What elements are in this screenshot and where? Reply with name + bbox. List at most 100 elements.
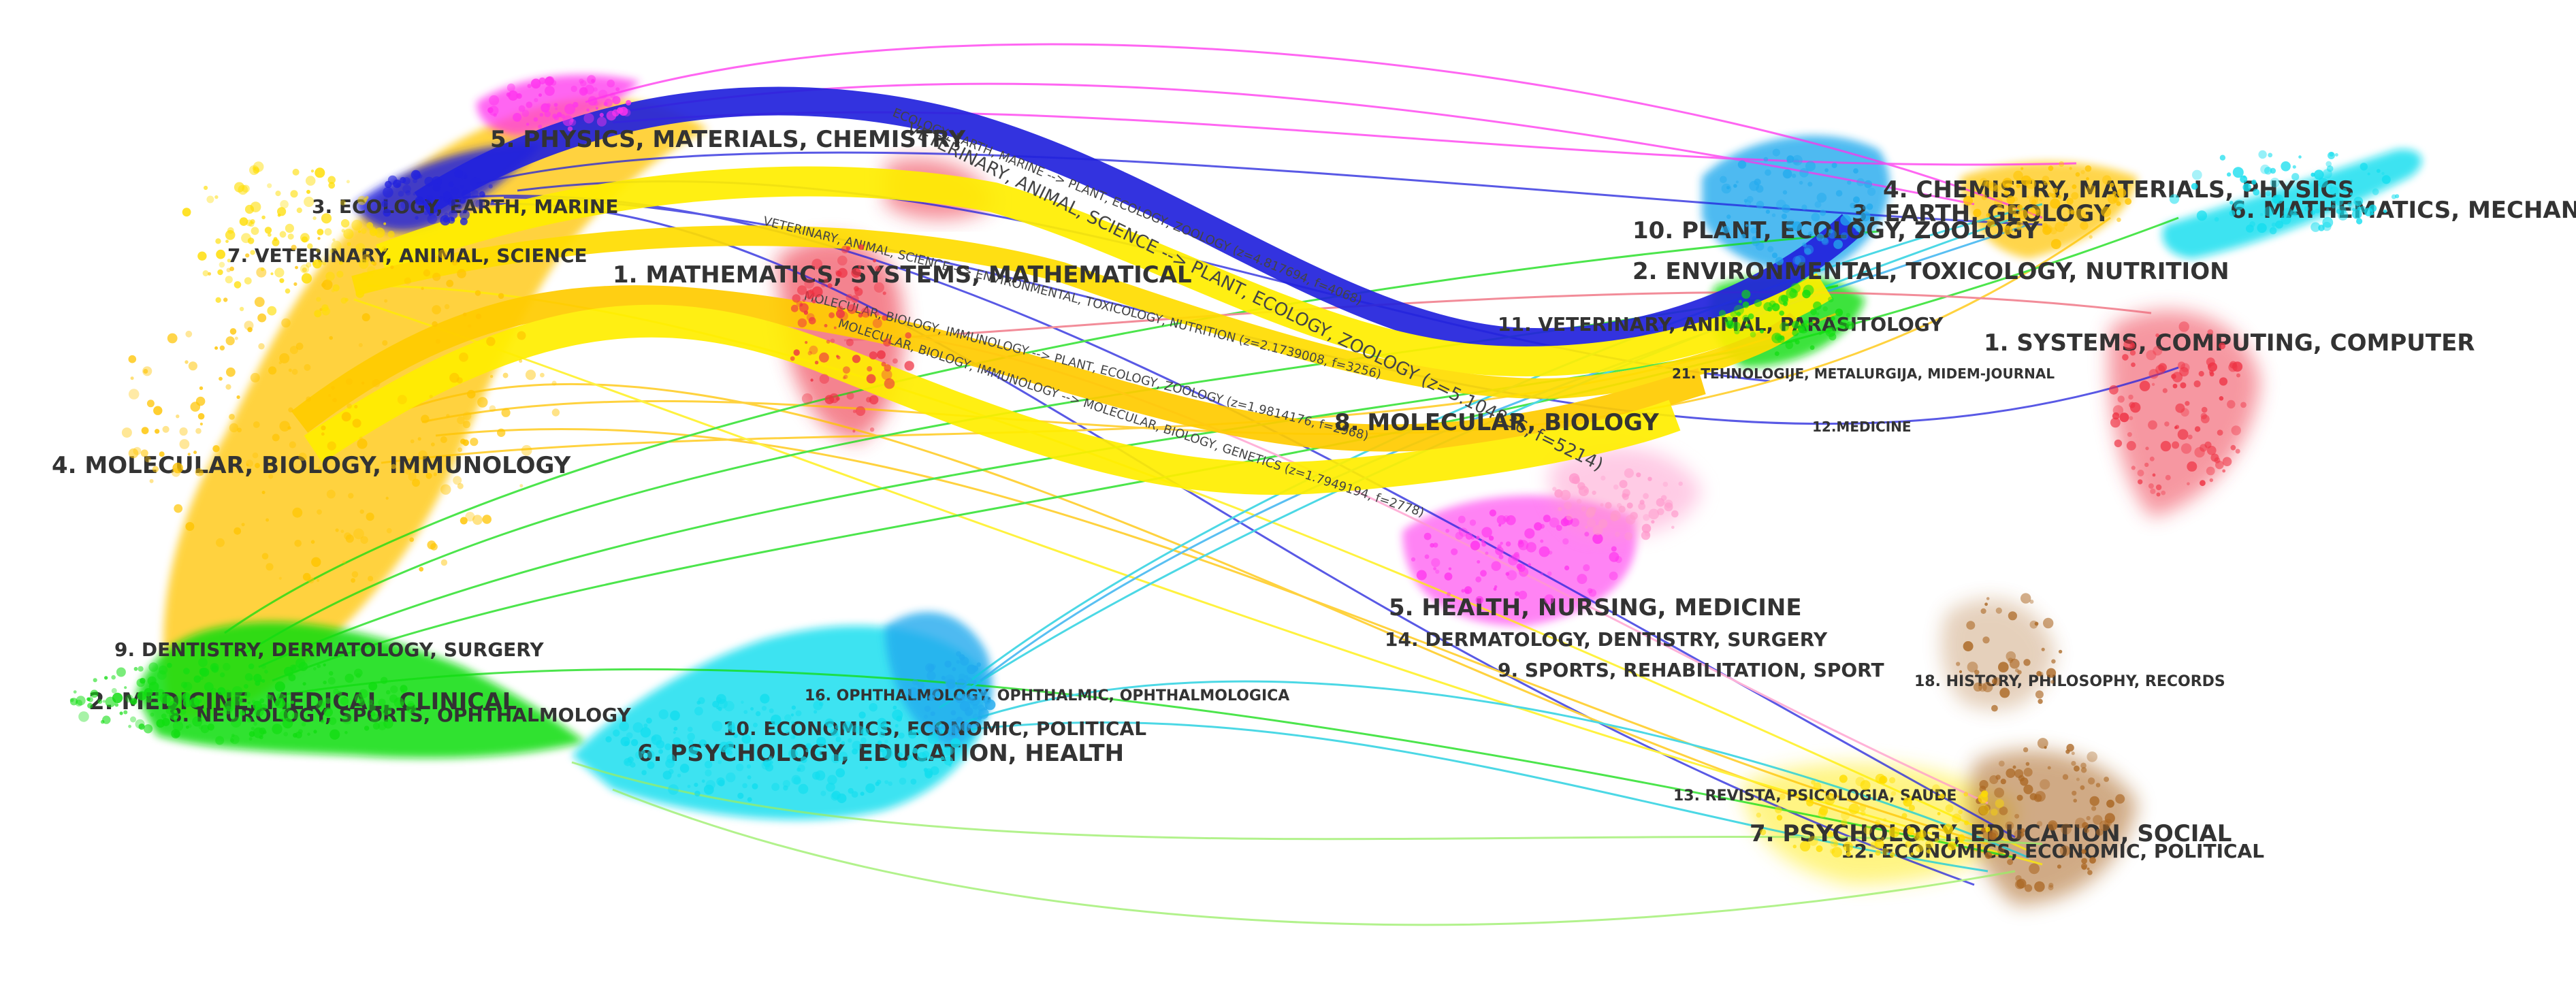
journal-point [397, 395, 407, 405]
journal-point [1496, 515, 1507, 525]
journal-point [2265, 191, 2271, 197]
journal-point [790, 304, 799, 312]
journal-point [253, 674, 262, 683]
journal-point [345, 534, 354, 543]
journal-point [1998, 662, 2009, 672]
journal-point [219, 376, 223, 381]
journal-point [355, 243, 366, 253]
journal-point [2020, 167, 2024, 170]
journal-point [917, 681, 925, 689]
journal-point [463, 174, 468, 179]
journal-point [260, 704, 268, 711]
journal-point [1549, 517, 1560, 528]
journal-point [941, 675, 946, 680]
journal-point [329, 336, 334, 340]
journal-point [726, 749, 733, 756]
journal-point [306, 189, 310, 194]
journal-point [741, 700, 744, 704]
journal-point [351, 219, 363, 231]
journal-point [364, 197, 368, 202]
journal-point [842, 376, 846, 380]
journal-point [882, 748, 893, 760]
journal-point [327, 441, 336, 451]
journal-point [770, 714, 782, 726]
journal-point [2114, 439, 2123, 448]
journal-point [195, 427, 202, 434]
journal-point [415, 216, 419, 220]
journal-point [1493, 587, 1497, 591]
journal-point [423, 210, 429, 216]
journal-point [805, 341, 808, 344]
journal-point [1568, 473, 1580, 484]
journal-point [1477, 560, 1481, 564]
journal-point [1581, 506, 1587, 512]
journal-point [1524, 528, 1535, 539]
journal-point [1743, 199, 1748, 203]
journal-point [673, 726, 678, 731]
journal-point [2058, 649, 2063, 654]
journal-point [1963, 641, 1974, 651]
journal-point [769, 757, 773, 761]
journal-point [410, 439, 415, 444]
journal-point [1435, 569, 1440, 574]
link-lime-2 [571, 761, 2043, 845]
journal-point [153, 406, 163, 415]
journal-point [716, 694, 726, 704]
journal-point [171, 729, 180, 738]
journal-point [1779, 793, 1786, 800]
journal-point [250, 201, 261, 212]
journal-point [321, 213, 332, 224]
journal-point [460, 438, 466, 444]
journal-point [432, 272, 441, 281]
journal-point [972, 704, 978, 710]
journal-point [2180, 408, 2189, 417]
journal-point [172, 462, 183, 474]
journal-point [2009, 658, 2020, 669]
journal-point [185, 522, 195, 531]
journal-point [791, 705, 796, 710]
journal-point [726, 772, 736, 783]
journal-point [230, 734, 240, 745]
journal-point [2207, 364, 2212, 368]
journal-point [612, 96, 621, 105]
journal-point [694, 783, 698, 787]
journal-point [2372, 188, 2379, 195]
journal-point [813, 700, 823, 711]
journal-point [2123, 339, 2134, 351]
journal-point [824, 395, 835, 404]
cluster-label-dentistry-dermatology-surgery: 9. DENTISTRY, DERMATOLOGY, SURGERY [114, 638, 544, 661]
journal-point [1566, 514, 1573, 521]
journal-point [1592, 506, 1597, 513]
journal-point [219, 345, 225, 351]
journal-point [599, 112, 604, 117]
journal-point [2164, 421, 2170, 427]
journal-point [1651, 520, 1655, 524]
journal-point [2153, 346, 2163, 356]
journal-point [219, 261, 225, 268]
journal-point [2084, 165, 2092, 172]
journal-point [705, 769, 712, 777]
journal-point [858, 265, 861, 268]
journal-point [2315, 208, 2320, 214]
journal-point [1841, 819, 1848, 826]
journal-point [929, 756, 934, 761]
journal-point [1840, 214, 1852, 226]
journal-point [1785, 341, 1794, 349]
journal-point [457, 416, 465, 425]
journal-point [596, 116, 607, 127]
journal-point [912, 747, 918, 754]
journal-point [1984, 804, 1991, 811]
journal-point [457, 483, 464, 489]
journal-point [747, 775, 752, 780]
journal-point [641, 770, 647, 775]
journal-point [112, 692, 123, 704]
journal-point [530, 78, 541, 89]
journal-point [1888, 826, 1900, 838]
journal-point [615, 87, 620, 92]
journal-point [244, 684, 248, 689]
journal-point [1833, 240, 1844, 249]
journal-point [311, 557, 321, 567]
journal-point [1734, 329, 1740, 335]
journal-point [1609, 571, 1618, 581]
journal-point [357, 438, 368, 449]
